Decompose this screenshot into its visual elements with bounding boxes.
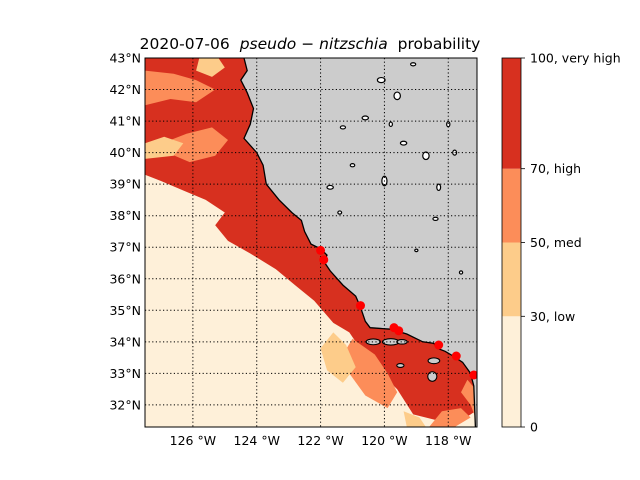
lake [337, 210, 343, 215]
colorbar-segment [502, 168, 521, 243]
lat-tick-label: 43°N [109, 51, 141, 66]
title-suffix: probability [398, 35, 481, 53]
station-marker [451, 351, 461, 361]
lake [349, 163, 356, 168]
band-high_east [461, 379, 476, 418]
band-med_west [145, 136, 184, 159]
lat-tick-label: 41°N [109, 114, 141, 129]
lat-tick-label: 34°N [109, 334, 141, 349]
map-frame [144, 57, 478, 428]
title-species: pseudo − nitzschia [239, 35, 388, 53]
lake [393, 91, 401, 101]
colorbar-tick-label: 30, low [530, 309, 575, 324]
band-high_mid [167, 127, 228, 163]
colorbar-segment [502, 58, 521, 169]
station-markers [316, 245, 477, 380]
colorbar-tick-label: 70, high [530, 161, 581, 176]
island [396, 339, 408, 345]
map-title: 2020-07-06 pseudo − nitzschia probabilit… [140, 35, 481, 53]
band-med_north [196, 58, 225, 77]
lat-tick-label: 33°N [109, 366, 141, 381]
title-date: 2020-07-06 [140, 35, 230, 53]
station-marker [434, 340, 444, 350]
band-high_west [145, 70, 216, 106]
lake [458, 270, 464, 275]
lon-tick-label: 118 °W [425, 433, 471, 448]
lat-tick-label: 37°N [109, 240, 141, 255]
lake [388, 121, 394, 128]
station-marker [316, 245, 326, 255]
lake [446, 121, 451, 128]
latitude-labels: 43°N 42°N 41°N 40°N 39°N 38°N 37°N 36°N 35°N 34°N… [109, 51, 141, 413]
land-mass [240, 58, 477, 427]
colorbar-segment [502, 316, 521, 427]
lake [376, 76, 386, 84]
lat-tick-label: 42°N [109, 82, 141, 97]
lake [399, 140, 408, 146]
graticule [145, 58, 477, 427]
lake [326, 184, 334, 190]
station-marker [355, 301, 365, 311]
lake [361, 115, 370, 121]
band-med_south [403, 411, 426, 427]
band-med_sbight [320, 332, 356, 383]
longitude-labels: 126 °W 124 °W 122 °W 120 °W 118 °W [170, 433, 472, 448]
station-marker [394, 326, 404, 336]
lake [432, 216, 439, 222]
colorbar-tick-label: 0 [530, 420, 538, 435]
lake [414, 248, 419, 253]
lat-tick-label: 35°N [109, 303, 141, 318]
island [396, 363, 405, 368]
lon-tick-label: 120 °W [361, 433, 407, 448]
colorbar-tick-label: 100, very high [530, 51, 621, 66]
lake [436, 183, 442, 192]
lakes-layer [326, 62, 464, 275]
colorbar-labels: 100, very high 70, high 50, med 30, low 0 [521, 51, 621, 435]
lake [410, 62, 417, 67]
band-high_sbight [342, 338, 398, 409]
colorbar [502, 58, 521, 427]
lat-tick-label: 32°N [109, 397, 141, 412]
lon-tick-label: 124 °W [234, 433, 280, 448]
island [427, 371, 438, 382]
colorbar-segment [502, 242, 521, 317]
station-marker [319, 255, 329, 265]
lon-tick-label: 122 °W [297, 433, 343, 448]
lon-tick-label: 126 °W [170, 433, 216, 448]
island [427, 357, 441, 365]
island [365, 338, 381, 346]
map-panel [145, 58, 477, 427]
colorbar-tick-label: 50, med [530, 235, 582, 250]
lat-tick-label: 40°N [109, 145, 141, 160]
lake [339, 125, 347, 130]
band-high_south [429, 408, 471, 427]
station-marker [469, 370, 477, 380]
lat-tick-label: 38°N [109, 208, 141, 223]
lake [422, 151, 430, 161]
lat-tick-label: 36°N [109, 271, 141, 286]
lat-tick-label: 39°N [109, 177, 141, 192]
